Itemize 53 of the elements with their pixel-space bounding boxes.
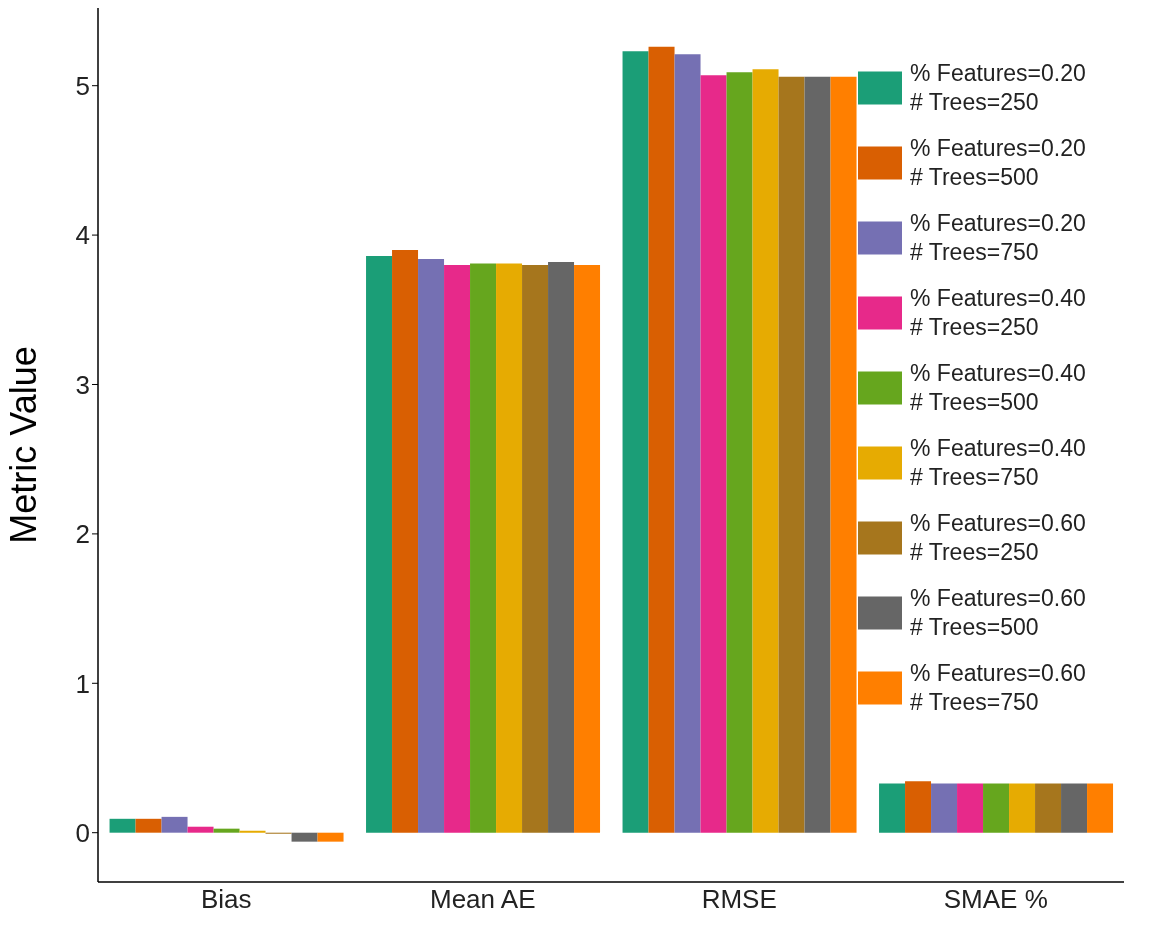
bar [1009, 783, 1036, 833]
bar [983, 783, 1010, 833]
x-tick-label: SMAE % [943, 884, 1048, 915]
bar [470, 263, 497, 833]
bar [1035, 783, 1062, 833]
legend-label: % Features=0.20 # Trees=500 [910, 134, 1086, 192]
y-tick-label: 3 [75, 369, 90, 400]
y-tick-label: 1 [75, 668, 90, 699]
bar [317, 832, 344, 842]
bar [418, 258, 445, 833]
bar [109, 818, 136, 833]
y-tick-label: 5 [75, 70, 90, 101]
bar [648, 46, 675, 833]
x-tick-label: Bias [200, 884, 252, 915]
bar [496, 263, 523, 833]
bar [674, 54, 701, 833]
x-tick-label: RMSE [701, 884, 777, 915]
bar [444, 264, 471, 833]
bar [187, 826, 214, 833]
bar [161, 816, 188, 833]
bar [957, 783, 984, 833]
legend-label: % Features=0.40 # Trees=500 [910, 359, 1086, 417]
bar [574, 264, 601, 833]
legend-label: % Features=0.60 # Trees=750 [910, 659, 1086, 717]
bar [726, 72, 753, 833]
y-tick-label: 2 [75, 519, 90, 550]
bar [291, 832, 318, 842]
legend-label: % Features=0.40 # Trees=250 [910, 284, 1086, 342]
y-axis-title: Metric Value [2, 346, 44, 544]
y-tick-label: 4 [75, 220, 90, 251]
x-tick-label: Mean AE [429, 884, 536, 915]
bar [548, 261, 575, 833]
bar [135, 818, 162, 833]
bar [392, 250, 419, 833]
bar [622, 51, 649, 833]
bar [1061, 783, 1088, 833]
bar [804, 76, 831, 833]
bar [905, 781, 932, 833]
legend-label: % Features=0.60 # Trees=500 [910, 584, 1086, 642]
bar [752, 69, 779, 833]
bar [879, 783, 906, 833]
bar [366, 256, 393, 833]
bar [931, 783, 958, 833]
legend-label: % Features=0.20 # Trees=250 [910, 59, 1086, 117]
legend-label: % Features=0.60 # Trees=250 [910, 509, 1086, 567]
bar [778, 76, 805, 833]
bar [700, 75, 727, 833]
legend-label: % Features=0.20 # Trees=750 [910, 209, 1086, 267]
legend-label: % Features=0.40 # Trees=750 [910, 434, 1086, 492]
y-tick-label: 0 [75, 817, 90, 848]
bar [522, 264, 549, 833]
bar [213, 828, 240, 833]
bar [1087, 783, 1114, 833]
